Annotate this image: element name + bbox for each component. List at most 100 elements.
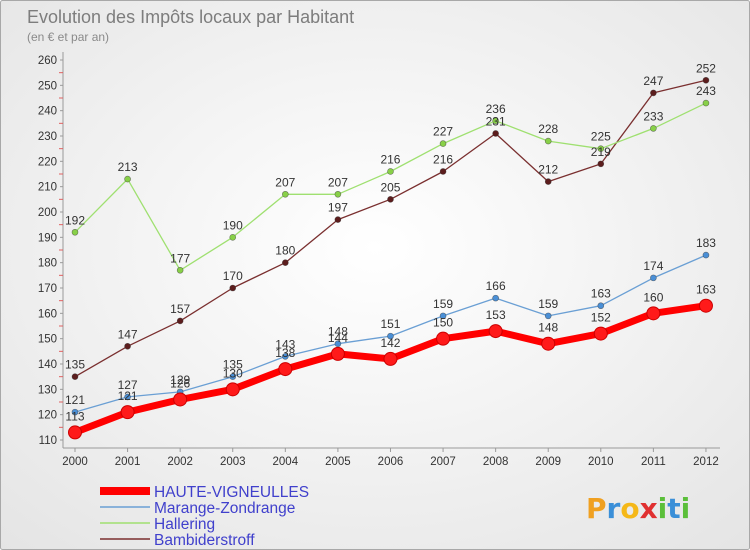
data-point	[68, 425, 82, 440]
data-label: 126	[170, 376, 190, 390]
data-label: 231	[486, 114, 506, 128]
data-point	[597, 302, 605, 310]
data-label: 121	[65, 393, 85, 407]
data-point	[173, 392, 188, 407]
y-tick-label: 150	[38, 334, 57, 346]
y-tick-label: 250	[38, 80, 57, 92]
proxiti-logo: Proxiti	[586, 492, 690, 525]
y-tick-label: 140	[38, 359, 57, 371]
x-tick-label: 2010	[588, 456, 614, 468]
data-label: 170	[223, 269, 243, 283]
data-label: 144	[328, 331, 348, 345]
legend-label-bambiderstroff: Bambiderstroff	[154, 532, 255, 549]
data-label: 207	[275, 175, 295, 189]
data-label: 143	[275, 337, 295, 351]
data-label: 233	[643, 109, 663, 123]
legend-label-marange-zondrange: Marange-Zondrange	[154, 500, 295, 517]
y-tick-label: 260	[38, 55, 57, 67]
data-point	[229, 373, 237, 380]
data-point	[383, 351, 398, 366]
series-marange-zondrange	[71, 251, 710, 416]
data-label: 138	[275, 346, 295, 360]
data-label: 113	[65, 409, 84, 423]
y-tick-label: 210	[38, 182, 57, 194]
x-tick-label: 2003	[220, 456, 246, 468]
data-label: 153	[486, 308, 506, 322]
data-label: 192	[65, 213, 85, 227]
data-label: 190	[223, 218, 243, 232]
data-point	[387, 332, 394, 340]
data-label: 247	[643, 74, 663, 88]
y-tick-label: 230	[38, 131, 57, 143]
y-tick-label: 180	[38, 258, 57, 270]
data-point	[492, 117, 499, 125]
data-point	[387, 196, 394, 203]
data-label: 216	[380, 152, 400, 166]
data-point	[439, 312, 447, 320]
y-tick-label: 110	[39, 435, 57, 447]
x-tick-label: 2006	[378, 456, 404, 468]
data-label: 129	[170, 373, 190, 387]
y-tick-label: 120	[38, 410, 57, 422]
data-point	[541, 336, 556, 351]
x-tick-label: 2011	[641, 456, 666, 468]
data-point	[436, 331, 451, 346]
data-label: 160	[643, 290, 663, 304]
data-label: 174	[643, 259, 663, 273]
data-label: 148	[538, 321, 558, 335]
x-tick-label: 2004	[273, 456, 299, 468]
data-label: 243	[696, 84, 716, 98]
data-label: 177	[170, 251, 190, 265]
y-tick-label: 200	[38, 207, 57, 219]
x-tick-label: 2008	[483, 456, 509, 468]
data-label: 213	[118, 160, 138, 174]
data-point	[71, 228, 79, 236]
data-label: 205	[380, 180, 400, 194]
data-point	[488, 324, 503, 339]
x-tick-label: 2007	[430, 456, 456, 468]
data-point	[387, 168, 394, 175]
data-label: 252	[696, 61, 716, 75]
y-tick-label: 190	[38, 232, 57, 244]
data-point	[492, 294, 499, 302]
logo-letter: r	[607, 492, 621, 525]
data-label: 163	[591, 287, 611, 301]
data-point	[71, 373, 79, 380]
data-point	[176, 317, 184, 325]
data-point	[278, 362, 293, 377]
series-layer	[68, 76, 713, 440]
data-point	[650, 125, 657, 132]
chart-subtitle: (en € et par an)	[27, 30, 109, 44]
data-point	[71, 408, 79, 416]
x-tick-label: 2001	[115, 456, 141, 468]
data-point	[124, 175, 131, 183]
data-point	[120, 405, 135, 420]
legend-label-haute-vigneulles: HAUTE-VIGNEULLES	[154, 484, 309, 501]
legend-label-hallering: Hallering	[154, 516, 215, 533]
logo-letter: x	[640, 492, 658, 525]
chart-title: Evolution des Impôts locaux par Habitant	[27, 7, 354, 27]
data-label: 228	[538, 122, 558, 136]
data-label: 227	[433, 125, 453, 139]
data-label: 130	[223, 366, 243, 380]
data-label: 183	[696, 236, 716, 250]
y-tick-label: 240	[38, 106, 57, 118]
legend: HAUTE-VIGNEULLES Marange-Zondrange Halle…	[100, 484, 309, 549]
logo-letter: i	[658, 492, 668, 525]
data-point	[176, 266, 184, 274]
data-label: 197	[328, 201, 348, 215]
data-point	[124, 393, 131, 401]
data-point	[225, 382, 240, 397]
y-tick-label: 220	[38, 156, 57, 168]
x-tick-label: 2000	[62, 456, 88, 468]
data-label: 180	[275, 244, 295, 258]
data-label: 219	[591, 145, 611, 159]
x-tick-label: 2009	[535, 456, 561, 468]
data-point	[439, 140, 447, 147]
data-point	[334, 190, 342, 198]
data-point	[544, 312, 552, 320]
data-label: 212	[538, 163, 558, 177]
y-tick-label: 170	[38, 283, 57, 295]
